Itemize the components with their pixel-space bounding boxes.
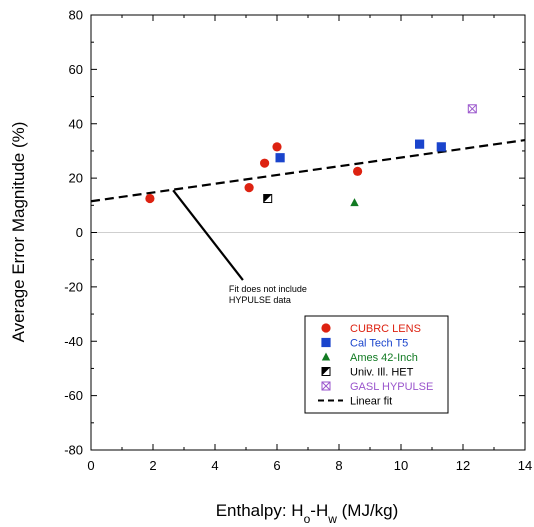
marker-fill — [322, 367, 330, 376]
x-tick-label: 0 — [87, 458, 94, 473]
y-tick-label: -60 — [64, 388, 83, 403]
x-axis-title-part: Enthalpy: H — [216, 501, 304, 520]
marker-fill — [263, 194, 272, 203]
univ-ill-het-point — [263, 194, 273, 204]
cubrc-lens-point — [272, 142, 282, 152]
annotation-text: Fit does not include — [229, 284, 307, 294]
legend-label: Ames 42-Inch — [350, 352, 418, 364]
plot-area: 0 2 4 6 8 10 12 14 -80 -60 -40 -20 0 20 40 60 80 Fit does… — [64, 8, 532, 474]
y-tick-label: 40 — [69, 116, 83, 131]
x-axis-title-part: w — [327, 512, 337, 526]
cubrc-lens-point — [260, 158, 270, 168]
legend-marker — [321, 352, 331, 361]
x-tick-label: 14 — [518, 458, 532, 473]
legend-marker — [321, 323, 331, 333]
y-tick-label: -80 — [64, 443, 83, 458]
x-tick-label: 8 — [335, 458, 342, 473]
cubrc-lens-point — [145, 193, 155, 204]
cal-tech-t5-point — [415, 139, 425, 149]
y-tick-label: 80 — [69, 8, 83, 23]
legend-box — [304, 315, 449, 414]
annotation-text: HYPULSE data — [229, 295, 291, 305]
x-tick-label: 2 — [149, 458, 156, 473]
legend: CUBRC LENS Cal Tech T5 Ames 42-Inch Univ. I… — [304, 315, 449, 414]
x-axis-title-part: o — [304, 512, 311, 526]
legend-label: CUBRC LENS — [350, 323, 421, 335]
marker-cross — [321, 381, 331, 391]
x-axis-title-part: (MJ/kg) — [337, 501, 398, 520]
x-tick-label: 6 — [273, 458, 280, 473]
legend-marker — [321, 337, 331, 348]
y-axis-title: Average Error Magnitude (%) — [9, 122, 28, 343]
legend-label: GASL HYPULSE — [350, 381, 433, 393]
y-tick-label: -40 — [64, 334, 83, 349]
legend-marker — [321, 367, 331, 376]
x-tick-label: 12 — [456, 458, 470, 473]
ames-42-inch-point — [350, 198, 359, 207]
y-tick-label: 60 — [69, 62, 83, 77]
x-axis-title: Enthalpy: Ho-Hw (MJ/kg) — [216, 501, 399, 526]
y-tick-label: 20 — [69, 171, 83, 186]
y-tick-label: 0 — [76, 225, 83, 240]
legend-marker — [321, 381, 331, 391]
legend-label: Linear fit — [350, 396, 392, 408]
cubrc-lens-point — [244, 183, 254, 193]
cal-tech-t5-point — [275, 153, 285, 163]
x-axis-title-part: -H — [310, 501, 328, 520]
gasl-hypulse-point — [467, 104, 477, 114]
legend-label: Univ. Ill. HET — [350, 367, 414, 379]
annotation-leader-line — [172, 189, 244, 281]
x-tick-label: 4 — [211, 458, 218, 473]
cal-tech-t5-point — [436, 142, 446, 152]
x-tick-label: 10 — [394, 458, 408, 473]
legend-label: Cal Tech T5 — [350, 338, 408, 350]
cubrc-lens-point — [353, 166, 363, 176]
marker-cross — [467, 104, 477, 114]
y-tick-label: -20 — [64, 279, 83, 294]
linear-fit-line — [90, 138, 526, 203]
